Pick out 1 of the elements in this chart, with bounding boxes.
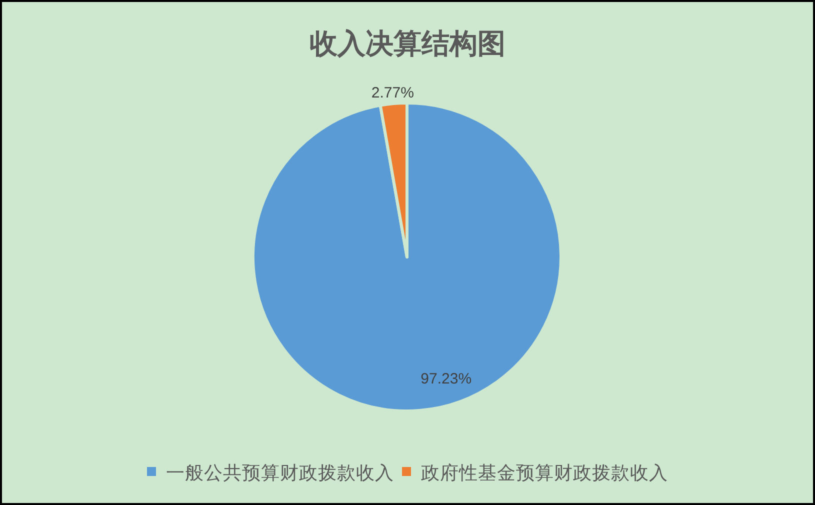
title: 收入决算结构图 [310,29,506,60]
